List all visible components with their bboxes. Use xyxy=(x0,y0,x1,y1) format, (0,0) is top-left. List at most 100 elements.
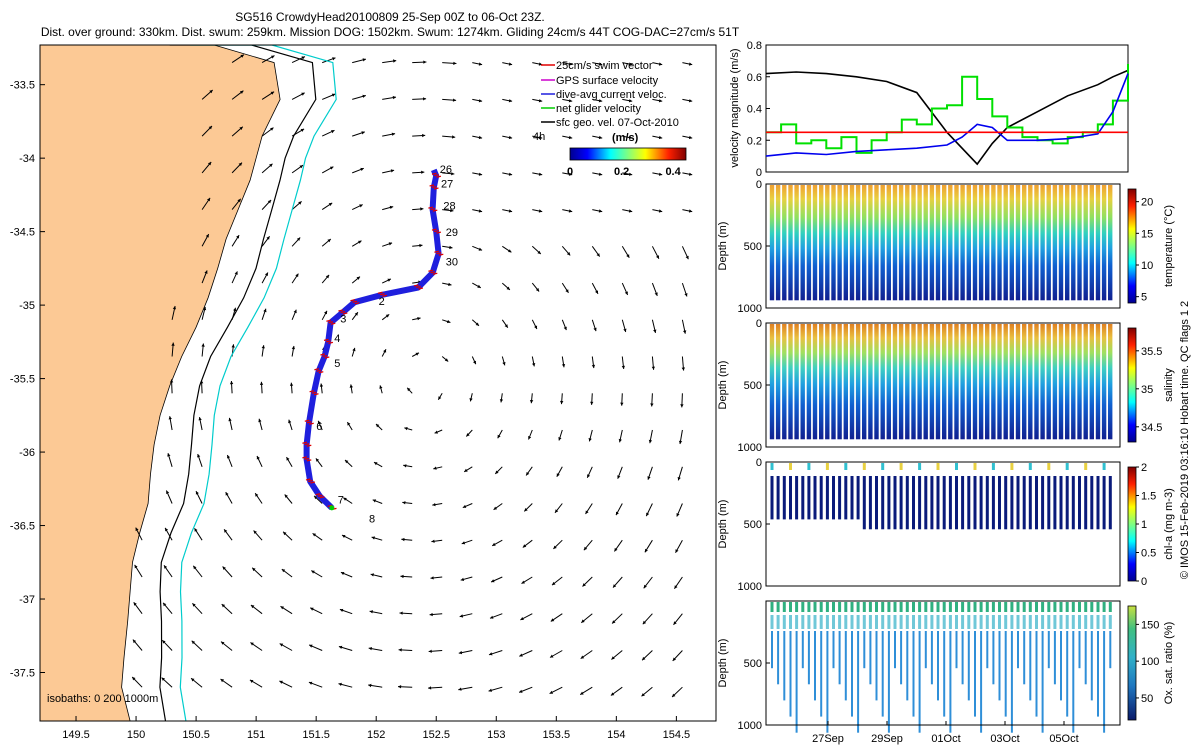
velocity-vector-head xyxy=(492,542,496,546)
temperature-profile xyxy=(874,185,879,301)
velocity-vector-head xyxy=(658,172,663,176)
salinity-profile xyxy=(1058,324,1064,440)
ox-surface-mark xyxy=(1004,602,1008,612)
day-label: 30 xyxy=(446,256,458,268)
velocity-vector-head xyxy=(379,385,383,389)
track-swim-vector xyxy=(382,294,388,297)
velocity-vector-head xyxy=(368,647,372,651)
track-swim-vector xyxy=(380,293,385,296)
salinity-profile xyxy=(1028,324,1033,440)
track-swim-vector xyxy=(431,228,437,231)
velocity-vector-head xyxy=(673,621,677,625)
ox-profile xyxy=(875,631,878,701)
velocity-vector-head xyxy=(535,288,540,292)
surface-velocity-field xyxy=(131,54,693,698)
track-swim-vector xyxy=(306,459,312,462)
temperature-profile xyxy=(1034,185,1039,301)
chl-a-panel: 0 500 1000 Depth (m) 0 0.5 1 1.5 2 chl-a (mg m-3) xyxy=(717,457,1175,593)
temperature-profile xyxy=(868,185,873,301)
chl-profile xyxy=(1078,476,1081,530)
velocity-vector-head xyxy=(339,608,344,612)
velocity-vector-head xyxy=(683,330,687,334)
velocity-vector-head xyxy=(279,680,283,684)
ox-profile xyxy=(1097,631,1099,717)
track-swim-vector xyxy=(377,291,383,294)
velocity-vector-head xyxy=(263,308,267,313)
velocity-vector-head xyxy=(643,584,647,589)
velocity-vector-head xyxy=(451,172,455,176)
salinity-profile xyxy=(1022,324,1027,440)
velocity-vector-head xyxy=(508,172,513,176)
ox-surface-mark xyxy=(881,602,885,612)
salinity-profile xyxy=(874,324,879,440)
ox-surface-mark xyxy=(875,602,878,612)
velocity-vector-head xyxy=(651,366,655,370)
colorbar-tick-label: 50 xyxy=(1141,693,1153,705)
velocity-vector-head xyxy=(493,506,498,510)
velocity-vector-head xyxy=(458,687,462,691)
chl-profile xyxy=(770,476,774,520)
track-swim-vector xyxy=(319,496,325,499)
velocity-vector-head xyxy=(327,239,331,243)
velocity-ylabel: velocity magnitude (m/s) xyxy=(729,48,741,167)
track-swim-vector xyxy=(326,340,331,343)
isobath-200m xyxy=(159,45,317,721)
velocity-vector-head xyxy=(508,99,513,103)
velocity-vector-head xyxy=(429,612,433,617)
day-label: 26 xyxy=(440,164,452,176)
velocity-vector-head xyxy=(132,639,137,644)
chl-profile xyxy=(967,476,971,530)
velocity-vector-head xyxy=(561,364,566,368)
velocity-vector-head xyxy=(446,319,451,324)
temperature-profile xyxy=(1040,185,1045,301)
velocity-vector-head xyxy=(598,62,603,66)
chl-profile xyxy=(887,476,891,530)
velocity-vector-head xyxy=(430,576,434,580)
velocity-vector-head xyxy=(628,62,633,66)
chl-profile xyxy=(930,476,934,530)
velocity-vector-head xyxy=(672,693,676,697)
velocity-vector-head xyxy=(658,209,663,213)
velocity-vector-head xyxy=(315,458,320,462)
velocity-vector-head xyxy=(398,685,402,689)
ox-surface-mark xyxy=(967,602,971,612)
ox-surface-mark xyxy=(795,602,799,612)
chl-profile xyxy=(776,476,780,520)
ox-surface-mark xyxy=(912,602,915,612)
chl-profile xyxy=(991,476,995,530)
chl-profile xyxy=(918,476,922,530)
velocity-vector-head xyxy=(387,278,391,282)
velocity-vector-head xyxy=(236,235,240,239)
temperature-profile xyxy=(1065,185,1070,301)
legend-dive-avg: dive-avg current veloc. xyxy=(556,89,667,101)
day-label: 27 xyxy=(441,179,453,191)
chl-profile xyxy=(862,476,866,530)
ox-upper-mark xyxy=(1084,615,1088,629)
velocity-vector-head xyxy=(469,398,473,402)
ox-profile xyxy=(789,631,792,717)
velocity-vector-head xyxy=(595,290,598,294)
chl-surface-mark xyxy=(1010,463,1014,470)
ox-upper-mark xyxy=(807,615,811,629)
track-swim-vector xyxy=(431,185,437,189)
temperature-profile xyxy=(806,185,812,301)
legend-net-velocity: net glider velocity xyxy=(556,103,641,115)
velocity-vector-head xyxy=(642,656,646,661)
ox-profile xyxy=(1103,631,1106,733)
ox-surface-mark xyxy=(782,602,786,612)
ox-surface-mark xyxy=(905,602,909,612)
ox-upper-mark xyxy=(1028,615,1032,629)
velocity-vector-head xyxy=(233,307,237,312)
velocity-vector-head xyxy=(508,249,512,253)
temperature-profile xyxy=(775,185,781,301)
ox-profile xyxy=(820,631,823,717)
velocity-vector-head xyxy=(283,531,287,536)
ox-surface-mark xyxy=(887,602,891,612)
chl-surface-mark xyxy=(973,463,977,470)
velocity-vector-head xyxy=(167,453,171,457)
ox-profile xyxy=(961,631,964,685)
ox-profile xyxy=(807,631,810,685)
velocity-vector-head xyxy=(169,379,174,383)
temperature-profile xyxy=(954,185,959,301)
